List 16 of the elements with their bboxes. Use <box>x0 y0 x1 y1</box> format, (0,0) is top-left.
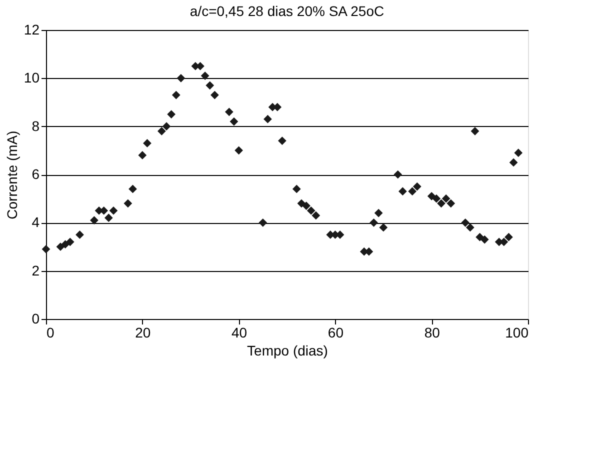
x-tick-label: 20 <box>135 324 151 340</box>
x-tick-label: 60 <box>328 324 344 340</box>
y-tick-label: 12 <box>24 22 40 38</box>
x-axis-title: Tempo (dias) <box>247 342 328 358</box>
y-tick-label: 6 <box>32 166 40 182</box>
x-tick-label: 100 <box>505 324 529 340</box>
y-tick-label: 10 <box>24 70 40 86</box>
y-axis-title: Corrente (mA) <box>4 130 20 220</box>
x-tick-label: 40 <box>232 324 248 340</box>
y-tick-label: 8 <box>32 118 40 134</box>
x-tick-label: 80 <box>424 324 440 340</box>
y-tick-label: 4 <box>32 214 40 230</box>
chart-title: a/c=0,45 28 dias 20% SA 25oC <box>190 3 384 19</box>
x-tick-label: 0 <box>46 324 54 340</box>
y-tick-label: 2 <box>32 262 40 278</box>
y-tick-label: 0 <box>32 310 40 326</box>
